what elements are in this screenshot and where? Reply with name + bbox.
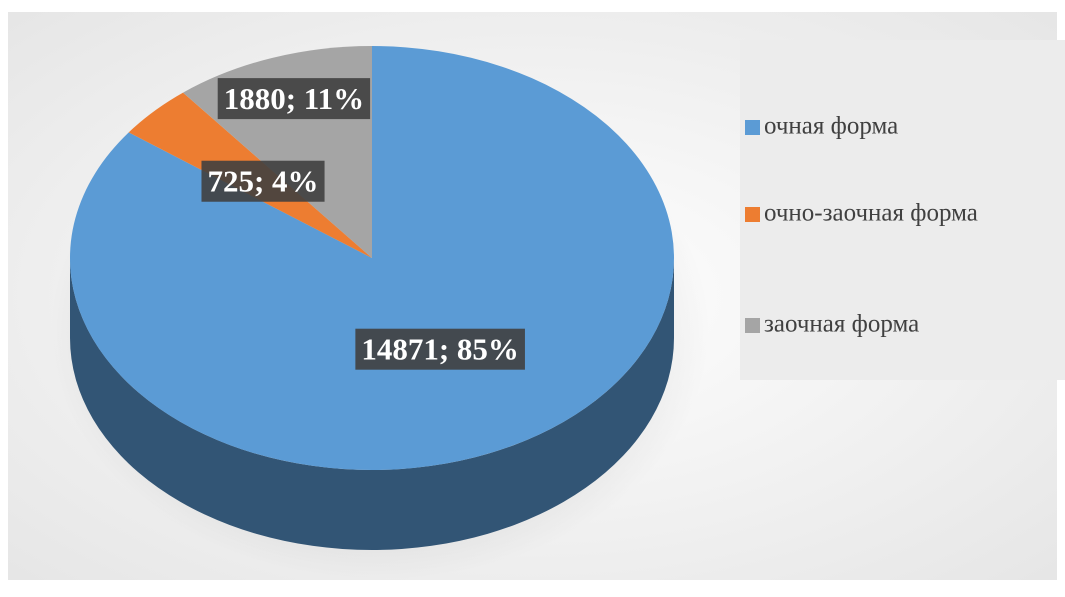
- data-label-box: [217, 78, 371, 120]
- data-label-box: [201, 160, 325, 202]
- legend-swatch: [745, 120, 760, 135]
- data-label-group: 725; 4%: [201, 160, 325, 202]
- legend-label: заочная форма: [764, 311, 919, 338]
- data-label: 1880; 11%: [224, 81, 364, 116]
- data-label-group: 1880; 11%: [217, 78, 371, 120]
- legend-label: очно-заочная форма: [764, 200, 978, 227]
- legend-swatch: [745, 207, 760, 222]
- data-label: 725; 4%: [207, 164, 318, 199]
- slice-side: [70, 258, 674, 550]
- data-label: 14871; 85%: [361, 332, 519, 367]
- legend-swatch: [745, 318, 760, 333]
- data-label-group: 14871; 85%: [355, 328, 525, 370]
- legend-background: [740, 40, 1065, 380]
- data-label-box: [355, 328, 525, 370]
- legend-label: очная форма: [764, 113, 898, 140]
